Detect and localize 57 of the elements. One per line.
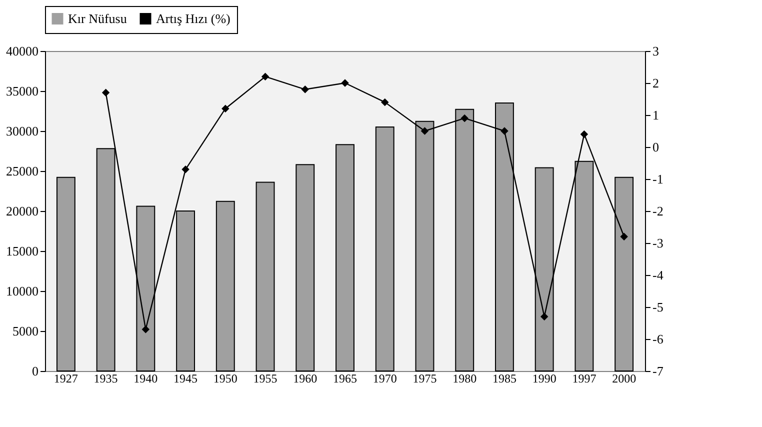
x-tick-label: 1940 <box>134 372 158 386</box>
point <box>620 232 628 240</box>
x-tick-label: 1945 <box>174 372 198 386</box>
y2-tick-label: -5 <box>652 300 664 314</box>
bar <box>375 126 394 372</box>
point <box>460 114 468 122</box>
point <box>420 127 429 135</box>
y2-tick-label: -4 <box>652 268 664 282</box>
point <box>142 326 150 334</box>
y-tick-label: 20000 <box>6 204 38 218</box>
point <box>580 130 588 138</box>
y-tick-label: 35000 <box>6 84 38 98</box>
y2-tick-label: -1 <box>652 172 664 186</box>
y2-tick-label: 2 <box>652 76 659 90</box>
x-tick-label: 1965 <box>333 372 357 386</box>
x-tick-label: 1980 <box>452 372 477 386</box>
bar <box>296 164 315 372</box>
legend-label: Artış Hızı (%) <box>156 10 230 26</box>
point <box>540 312 548 320</box>
x-tick-label: 1950 <box>213 372 238 386</box>
point <box>102 88 110 96</box>
point <box>500 127 508 135</box>
x-tick-label: 1985 <box>492 372 516 386</box>
x-tick-label: 1960 <box>293 372 318 386</box>
point <box>301 86 310 94</box>
y2-tick-label: -7 <box>652 364 664 378</box>
y2-tick-label: -6 <box>652 332 664 346</box>
x-tick-label: 1975 <box>412 372 437 386</box>
bar <box>216 200 235 372</box>
point <box>261 72 270 80</box>
x-tick-label: 1935 <box>94 372 118 386</box>
bar <box>56 176 76 372</box>
point <box>341 79 349 87</box>
y-tick-label: 15000 <box>6 244 38 258</box>
y2-tick-label: 1 <box>652 108 659 122</box>
y-tick-label: 0 <box>32 364 38 378</box>
y2-tick-label: 3 <box>652 44 659 58</box>
y-tick-label: 25000 <box>6 164 38 178</box>
point <box>222 104 230 112</box>
legend-label: Kır Nüfusu <box>68 10 128 26</box>
y2-tick-label: 0 <box>652 140 659 154</box>
y2-tick-label: -2 <box>652 204 664 218</box>
x-tick-label: 2000 <box>612 372 636 386</box>
y2-tick-label: -3 <box>652 236 664 250</box>
bar <box>256 182 275 372</box>
y-tick-label: 40000 <box>6 44 38 58</box>
x-tick-label: 1927 <box>54 372 78 386</box>
y-tick-label: 10000 <box>6 284 38 298</box>
x-tick-label: 1997 <box>572 372 596 386</box>
point <box>182 166 190 174</box>
y-tick-label: 30000 <box>6 124 38 138</box>
point <box>380 98 389 106</box>
bar <box>336 144 354 372</box>
y-tick-label: 5000 <box>12 324 38 338</box>
x-tick-label: 1970 <box>372 372 397 386</box>
x-tick-label: 1955 <box>253 372 278 386</box>
x-tick-label: 1990 <box>532 372 556 386</box>
